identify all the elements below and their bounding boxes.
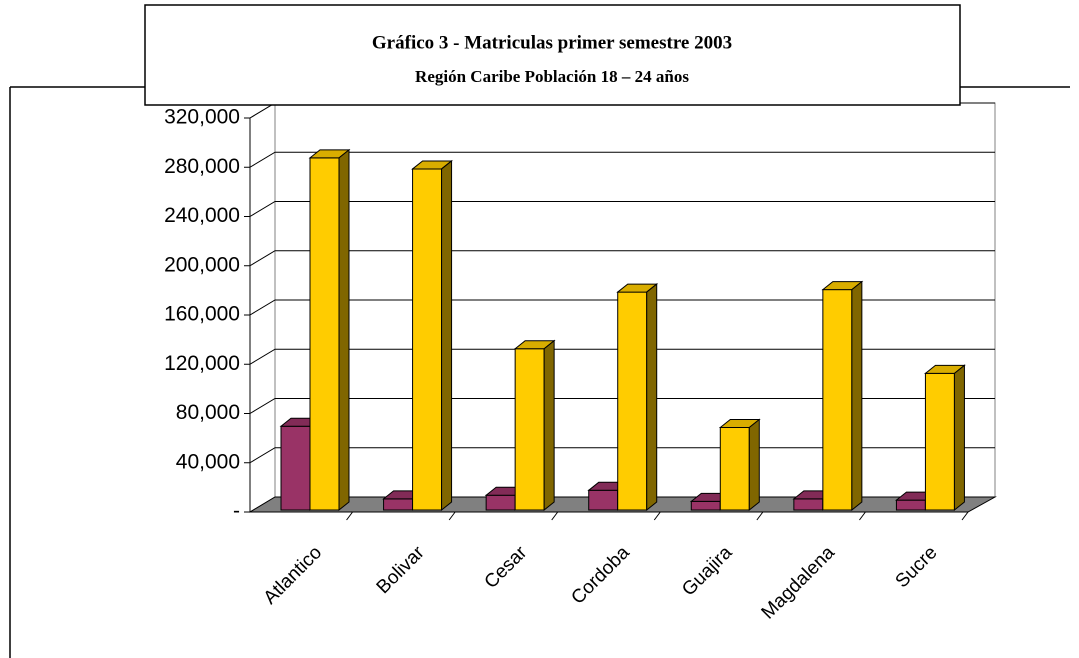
bar-front: [309, 157, 340, 511]
bar: [308, 148, 351, 512]
bar-front: [412, 168, 443, 511]
grid-line: [249, 348, 995, 365]
x-tick-label: Atlantico: [260, 542, 326, 608]
grid-line: [249, 151, 995, 168]
bar: [924, 364, 966, 512]
y-tick-label: 200,000: [164, 253, 240, 276]
x-tick: [551, 511, 559, 521]
grid-line: [249, 201, 995, 217]
chart-subtitle: Región Caribe Población 18 – 24 años: [415, 67, 689, 86]
x-tick-label: Bolivar: [373, 542, 429, 598]
grid-line: [249, 398, 995, 414]
bar-side: [338, 148, 350, 512]
chart-title: Gráfico 3 - Matriculas primer semestre 2…: [372, 32, 732, 53]
y-tick-label: 240,000: [164, 204, 240, 227]
bar-front: [383, 498, 414, 511]
grid-line: [249, 250, 995, 267]
bar-front: [924, 372, 955, 511]
plot: - 40,000 80,000 120,000 160,000 200,000 240,00…: [164, 102, 997, 624]
bar: [513, 339, 556, 512]
y-tick-label: 40,000: [176, 450, 240, 473]
bar-front: [485, 494, 516, 511]
bar-front: [719, 427, 750, 511]
bar: [821, 280, 864, 512]
bar-front: [588, 489, 619, 511]
bar: [411, 159, 453, 512]
y-tick-label: 320,000: [164, 106, 240, 129]
x-tick: [756, 511, 764, 521]
bar-side: [953, 364, 965, 512]
x-tick: [448, 511, 456, 521]
y-tick-label: 120,000: [164, 352, 240, 375]
y-tick-label: -: [233, 500, 240, 523]
x-tick: [961, 511, 969, 521]
x-tick-label: Magdalena: [758, 542, 840, 624]
x-tick: [653, 511, 661, 521]
y-tick-label: 280,000: [164, 155, 240, 178]
bar-side: [851, 280, 863, 512]
x-tick: [346, 511, 353, 521]
bar-front: [514, 348, 545, 511]
bar: [616, 283, 659, 512]
bar-side: [748, 418, 760, 512]
x-tick-label: Sucre: [892, 542, 942, 592]
grid-line: [249, 299, 995, 316]
bar-front: [793, 498, 824, 511]
bar-front: [895, 499, 926, 511]
bar-front: [690, 500, 721, 511]
x-tick-label: Guajira: [678, 542, 736, 600]
x-tick-label: Cesar: [481, 542, 532, 593]
title-box: [144, 4, 961, 106]
x-tick-label: Cordoba: [567, 542, 634, 609]
bar-side: [543, 339, 555, 512]
bar-side: [646, 283, 658, 512]
bar-side: [441, 159, 453, 512]
y-tick-label: 160,000: [164, 303, 240, 326]
y-tick-label: 80,000: [176, 401, 240, 424]
bar-front: [822, 289, 853, 511]
bar-front: [617, 291, 648, 511]
x-tick: [859, 511, 866, 521]
bar-front: [280, 425, 311, 511]
bar: [718, 418, 761, 512]
